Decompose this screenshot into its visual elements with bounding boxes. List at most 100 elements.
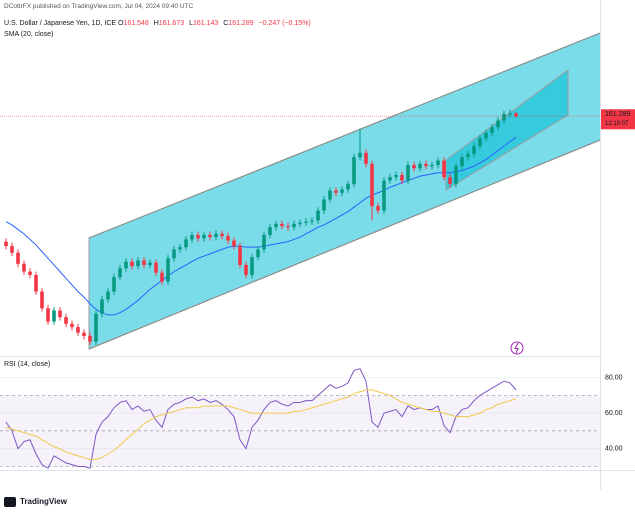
candle-body <box>364 152 368 164</box>
candle-body <box>112 277 116 292</box>
candle-body <box>130 261 134 267</box>
candle-body <box>508 113 512 115</box>
candle-body <box>220 233 224 237</box>
candle-body <box>190 234 194 240</box>
candle-body <box>454 166 458 184</box>
rsi-line <box>5 368 517 469</box>
candle-body <box>514 113 518 117</box>
candle-body <box>118 268 122 278</box>
candle-body <box>442 160 446 178</box>
rsi-panel <box>0 368 600 469</box>
candle-body <box>16 252 20 264</box>
rsi-line <box>5 389 517 460</box>
ohlc-label: L <box>189 20 193 27</box>
candle-body <box>418 163 422 169</box>
candle-body <box>136 260 140 267</box>
ohlc-value: 161.548 <box>123 20 149 27</box>
drawings <box>88 32 600 350</box>
candle-body <box>310 220 314 222</box>
candle-body <box>484 132 488 139</box>
candle-body <box>250 257 254 275</box>
rsi-legend: RSI (14, close) <box>4 361 51 368</box>
candle-body <box>280 223 284 227</box>
candle-body <box>4 241 8 247</box>
candle-body <box>412 165 416 169</box>
candle-body <box>28 271 32 275</box>
candle-body <box>298 222 302 224</box>
candle-body <box>40 291 44 309</box>
plot <box>0 109 600 345</box>
candle-body <box>256 249 260 258</box>
candle-body <box>172 249 176 259</box>
y-tick-label: 40.00 <box>605 446 623 453</box>
candle-body <box>328 190 332 200</box>
candle-body <box>430 165 434 167</box>
candle-body <box>460 157 464 167</box>
candle-body <box>106 291 110 300</box>
candle-body <box>322 199 326 211</box>
candle-body <box>424 163 428 167</box>
candle-body <box>88 336 92 342</box>
candle-body <box>496 120 500 128</box>
candle-body <box>340 189 344 193</box>
candle-body <box>244 264 248 275</box>
candle-body <box>490 127 494 133</box>
candle-body <box>154 262 158 273</box>
sma-legend: SMA (20, close) <box>4 31 54 38</box>
ohlc-value: 161.143 <box>192 20 219 27</box>
candle-body <box>346 183 350 190</box>
candle-body <box>202 234 206 239</box>
candle-body <box>274 223 278 228</box>
candle-body <box>436 160 440 166</box>
candle-body <box>82 332 86 337</box>
countdown: 12:19:07 <box>605 121 629 127</box>
channel-lower <box>88 139 600 350</box>
axes: 161.289 12:19:07 40.00 60.00 80.00 <box>601 109 635 453</box>
candle-body <box>400 175 404 181</box>
last-price-box <box>601 109 635 130</box>
candle-body <box>226 236 230 241</box>
candle-body <box>184 239 188 248</box>
candle-body <box>292 223 296 228</box>
candle-body <box>64 317 68 324</box>
candle-body <box>262 234 266 250</box>
ohlc-value: 161.673 <box>158 20 185 27</box>
ohlc-label: H <box>153 20 159 27</box>
candle-body <box>466 153 470 158</box>
candle-body <box>148 262 152 265</box>
candle-body <box>70 323 74 328</box>
candle-body <box>502 113 506 121</box>
brand: TradingView <box>20 497 68 506</box>
last-price-label: 161.289 <box>605 111 630 118</box>
change: −0.247 (−0.15%) <box>258 20 311 27</box>
candle-body <box>160 272 164 282</box>
candle-body <box>376 206 380 211</box>
candle-body <box>22 263 26 272</box>
candle-body <box>406 165 410 181</box>
candle-body <box>334 190 338 193</box>
ohlc-label: C <box>223 20 229 27</box>
candle-body <box>370 163 374 207</box>
candle-body <box>448 177 452 184</box>
candle-body <box>100 299 104 314</box>
candle-body <box>316 210 320 221</box>
candle-body <box>208 234 212 238</box>
candle-body <box>142 260 146 265</box>
candle-body <box>388 177 392 181</box>
candle-body <box>472 146 476 154</box>
sma-line <box>5 136 517 316</box>
candle-body <box>268 227 272 235</box>
candle-body <box>286 226 290 228</box>
candle-body <box>382 180 386 211</box>
candle-body <box>478 138 482 147</box>
candle-body <box>358 152 362 158</box>
event-bolt <box>514 342 519 354</box>
ohlc-label: O <box>118 20 124 27</box>
small-channel <box>445 69 569 191</box>
candle-body <box>394 175 398 178</box>
candle-body <box>10 246 14 253</box>
candle-body <box>196 234 200 239</box>
candle-body <box>52 310 56 322</box>
candle-body <box>214 233 218 238</box>
